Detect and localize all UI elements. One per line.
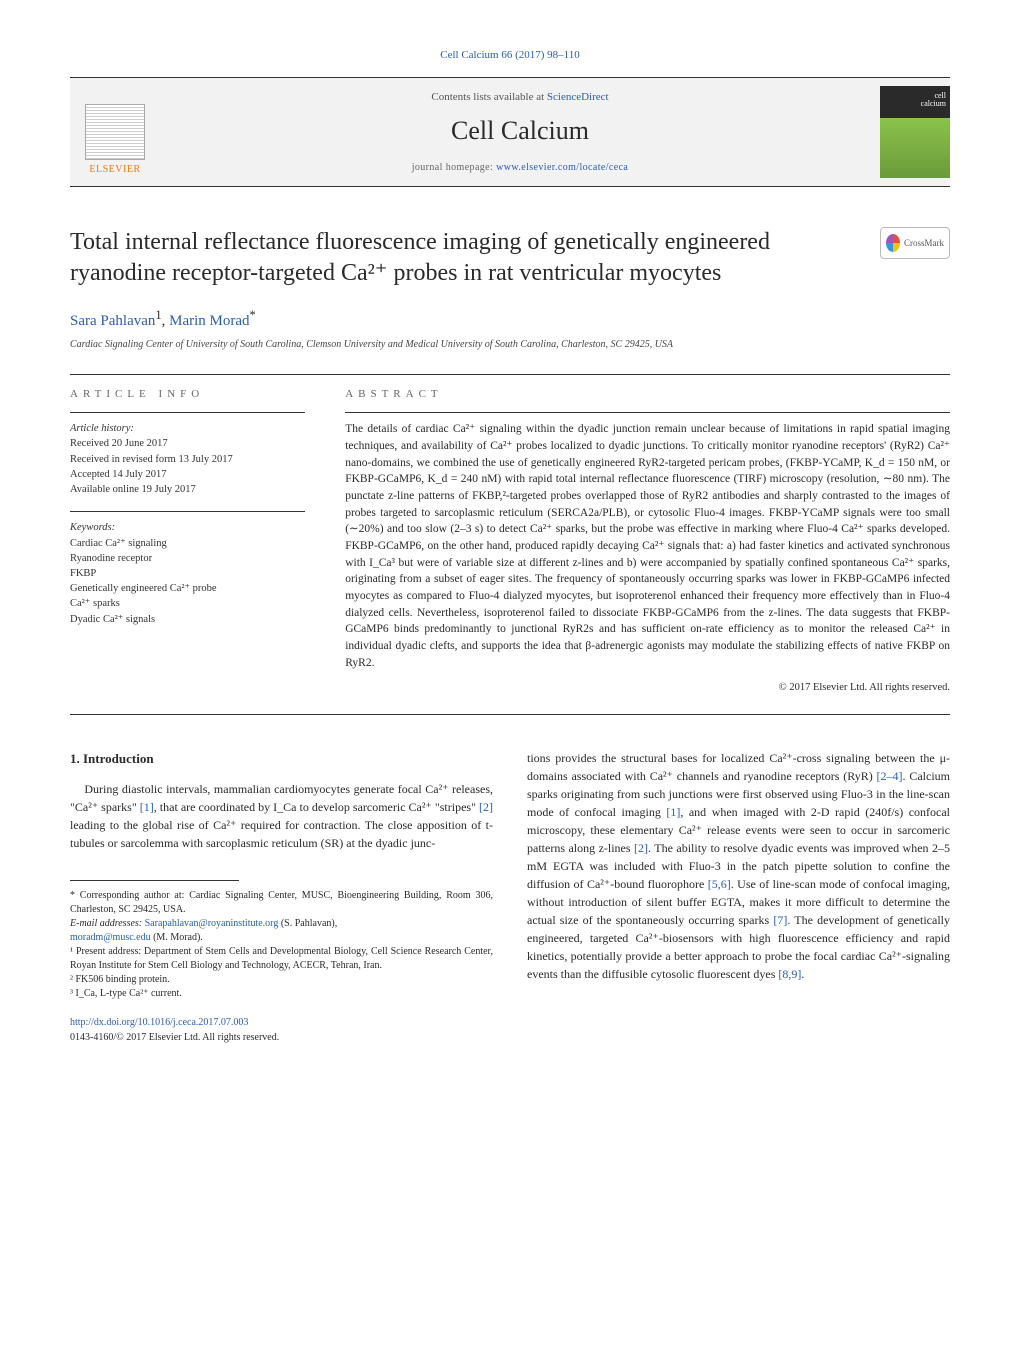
ref-link[interactable]: [1]: [666, 805, 680, 819]
keyword: Genetically engineered Ca²⁺ probe: [70, 583, 217, 594]
ref-link[interactable]: [7]: [773, 913, 787, 927]
email-line: E-mail addresses: Sarapahlavan@royaninst…: [70, 917, 493, 931]
journal-cover-thumb: cell calcium: [880, 86, 950, 178]
abstract-label: ABSTRACT: [345, 387, 950, 402]
intro-paragraph: During diastolic intervals, mammalian ca…: [70, 780, 493, 852]
homepage-prefix: journal homepage:: [412, 162, 496, 173]
email-link-1[interactable]: Sarapahlavan@royaninstitute.org: [145, 918, 279, 929]
history-accepted: Accepted 14 July 2017: [70, 469, 167, 480]
article-info-label: ARTICLE INFO: [70, 387, 305, 402]
section-heading-intro: 1. Introduction: [70, 749, 493, 769]
abstract-text: The details of cardiac Ca²⁺ signaling wi…: [345, 421, 950, 671]
cover-line2: calcium: [921, 99, 946, 108]
meta-row: ARTICLE INFO Article history: Received 2…: [70, 387, 950, 696]
journal-header: ELSEVIER Contents lists available at Sci…: [70, 77, 950, 187]
author-link-2[interactable]: Marin Morad: [169, 313, 249, 329]
article-history: Article history: Received 20 June 2017 R…: [70, 421, 305, 497]
page: Cell Calcium 66 (2017) 98–110 ELSEVIER C…: [0, 0, 1020, 1085]
rule: [70, 412, 305, 413]
contents-line: Contents lists available at ScienceDirec…: [160, 90, 880, 105]
footnote-2: ² FK506 binding protein.: [70, 973, 493, 987]
rule: [70, 714, 950, 715]
journal-homepage-link[interactable]: www.elsevier.com/locate/ceca: [496, 162, 628, 173]
journal-title: Cell Calcium: [160, 113, 880, 149]
history-revised: Received in revised form 13 July 2017: [70, 454, 233, 465]
elsevier-tree-icon: [85, 104, 145, 160]
body-columns: 1. Introduction During diastolic interva…: [70, 749, 950, 1046]
author-line: Sara Pahlavan1, Marin Morad*: [70, 307, 950, 332]
footnote-rule: [70, 880, 239, 881]
homepage-line: journal homepage: www.elsevier.com/locat…: [160, 161, 880, 175]
history-head: Article history:: [70, 423, 134, 434]
crossmark-icon: [886, 234, 900, 252]
rule: [345, 412, 950, 413]
keyword: FKBP: [70, 568, 96, 579]
footnote-1: ¹ Present address: Department of Stem Ce…: [70, 945, 493, 973]
ref-link[interactable]: [1]: [140, 800, 154, 814]
doi-block: http://dx.doi.org/10.1016/j.ceca.2017.07…: [70, 1015, 493, 1045]
rule: [70, 511, 305, 512]
ref-link[interactable]: [8,9]: [778, 967, 801, 981]
footnote-3: ³ I_Ca, L-type Ca²⁺ current.: [70, 987, 493, 1001]
ref-link[interactable]: [2–4]: [877, 769, 903, 783]
history-online: Available online 19 July 2017: [70, 484, 196, 495]
keyword: Dyadic Ca²⁺ signals: [70, 614, 155, 625]
ref-link[interactable]: [2]: [634, 841, 648, 855]
keywords-head: Keywords:: [70, 522, 115, 533]
crossmark-label: CrossMark: [904, 237, 944, 250]
author-link-1[interactable]: Sara Pahlavan: [70, 313, 155, 329]
email-label: E-mail addresses:: [70, 918, 145, 929]
history-received: Received 20 June 2017: [70, 438, 168, 449]
email-line-2: moradm@musc.edu (M. Morad).: [70, 931, 493, 945]
email-who-1: (S. Pahlavan),: [278, 918, 337, 929]
footnotes: * Corresponding author at: Cardiac Signa…: [70, 889, 493, 1001]
corresponding-author-note: * Corresponding author at: Cardiac Signa…: [70, 889, 493, 917]
text: .: [801, 967, 804, 981]
text: , that are coordinated by I_Ca to develo…: [154, 800, 479, 814]
keyword: Ca²⁺ sparks: [70, 598, 120, 609]
rule: [70, 374, 950, 375]
sciencedirect-link[interactable]: ScienceDirect: [547, 91, 609, 103]
header-center: Contents lists available at ScienceDirec…: [160, 90, 880, 176]
body-col-right: tions provides the structural bases for …: [527, 749, 950, 1046]
top-citation: Cell Calcium 66 (2017) 98–110: [70, 48, 950, 63]
publisher-name: ELSEVIER: [89, 163, 140, 177]
email-link-2[interactable]: moradm@musc.edu: [70, 932, 151, 943]
article-info-col: ARTICLE INFO Article history: Received 2…: [70, 387, 305, 696]
issn-copyright: 0143-4160/© 2017 Elsevier Ltd. All right…: [70, 1032, 279, 1043]
article-title: Total internal reflectance fluorescence …: [70, 227, 868, 288]
ref-link[interactable]: [5,6]: [708, 877, 731, 891]
intro-continuation: tions provides the structural bases for …: [527, 749, 950, 983]
keyword: Cardiac Ca²⁺ signaling: [70, 538, 167, 549]
affiliation: Cardiac Signaling Center of University o…: [70, 338, 950, 352]
contents-prefix: Contents lists available at: [431, 91, 546, 103]
keywords-block: Keywords: Cardiac Ca²⁺ signaling Ryanodi…: [70, 520, 305, 627]
abstract-copyright: © 2017 Elsevier Ltd. All rights reserved…: [345, 681, 950, 696]
publisher-logo: ELSEVIER: [70, 87, 160, 177]
ref-link[interactable]: [2]: [479, 800, 493, 814]
author2-sup: *: [250, 308, 256, 322]
doi-link[interactable]: http://dx.doi.org/10.1016/j.ceca.2017.07…: [70, 1017, 248, 1028]
email-who-2: (M. Morad).: [151, 932, 203, 943]
body-col-left: 1. Introduction During diastolic interva…: [70, 749, 493, 1046]
crossmark-badge[interactable]: CrossMark: [880, 227, 950, 259]
keyword: Ryanodine receptor: [70, 553, 152, 564]
abstract-col: ABSTRACT The details of cardiac Ca²⁺ sig…: [345, 387, 950, 696]
text: leading to the global rise of Ca²⁺ requi…: [70, 818, 493, 850]
